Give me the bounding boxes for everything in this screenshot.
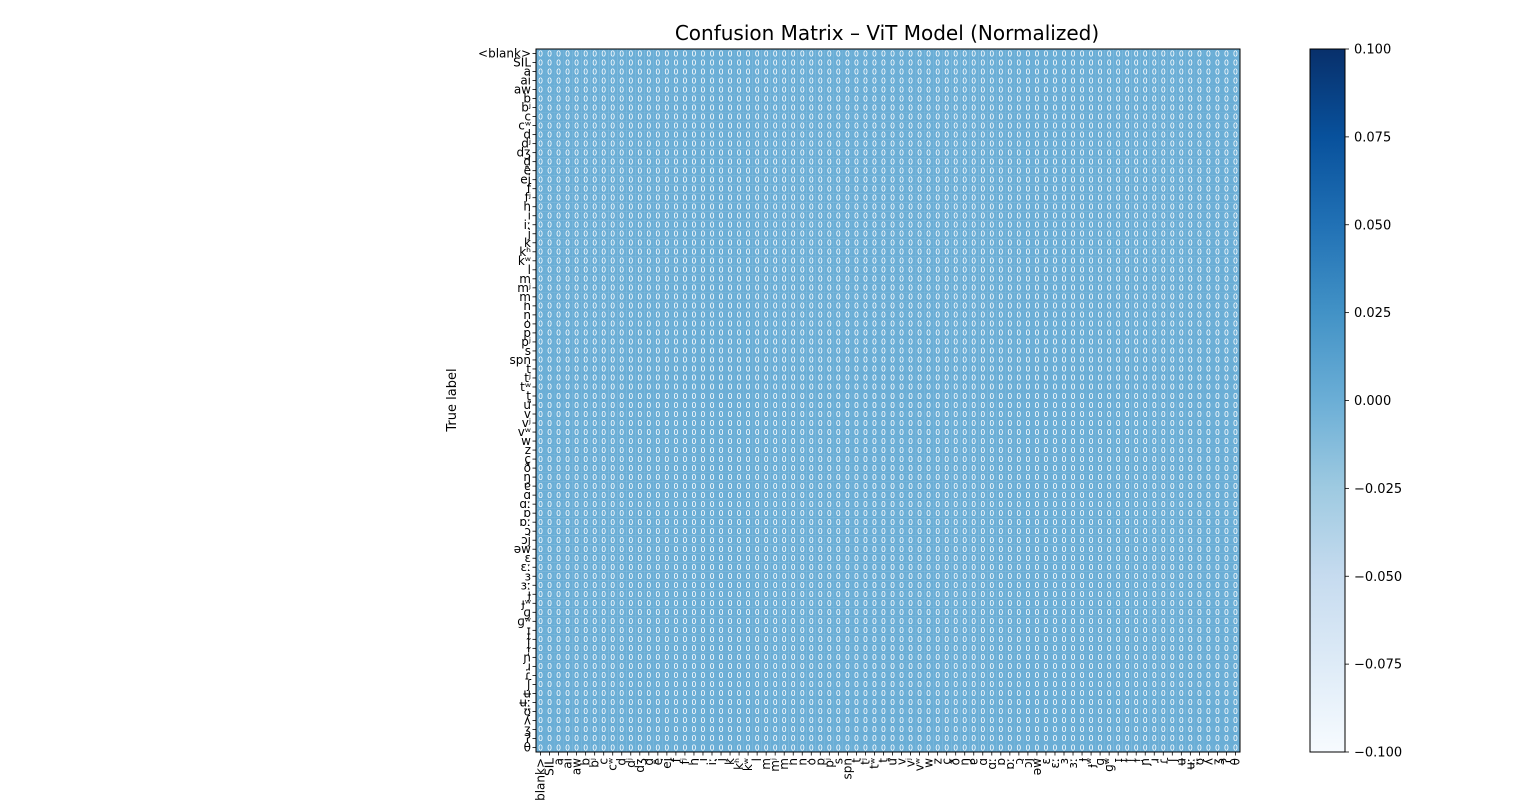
y-axis-label: True label (445, 368, 460, 432)
chart-title: Confusion Matrix – ViT Model (Normalized… (675, 21, 1099, 45)
